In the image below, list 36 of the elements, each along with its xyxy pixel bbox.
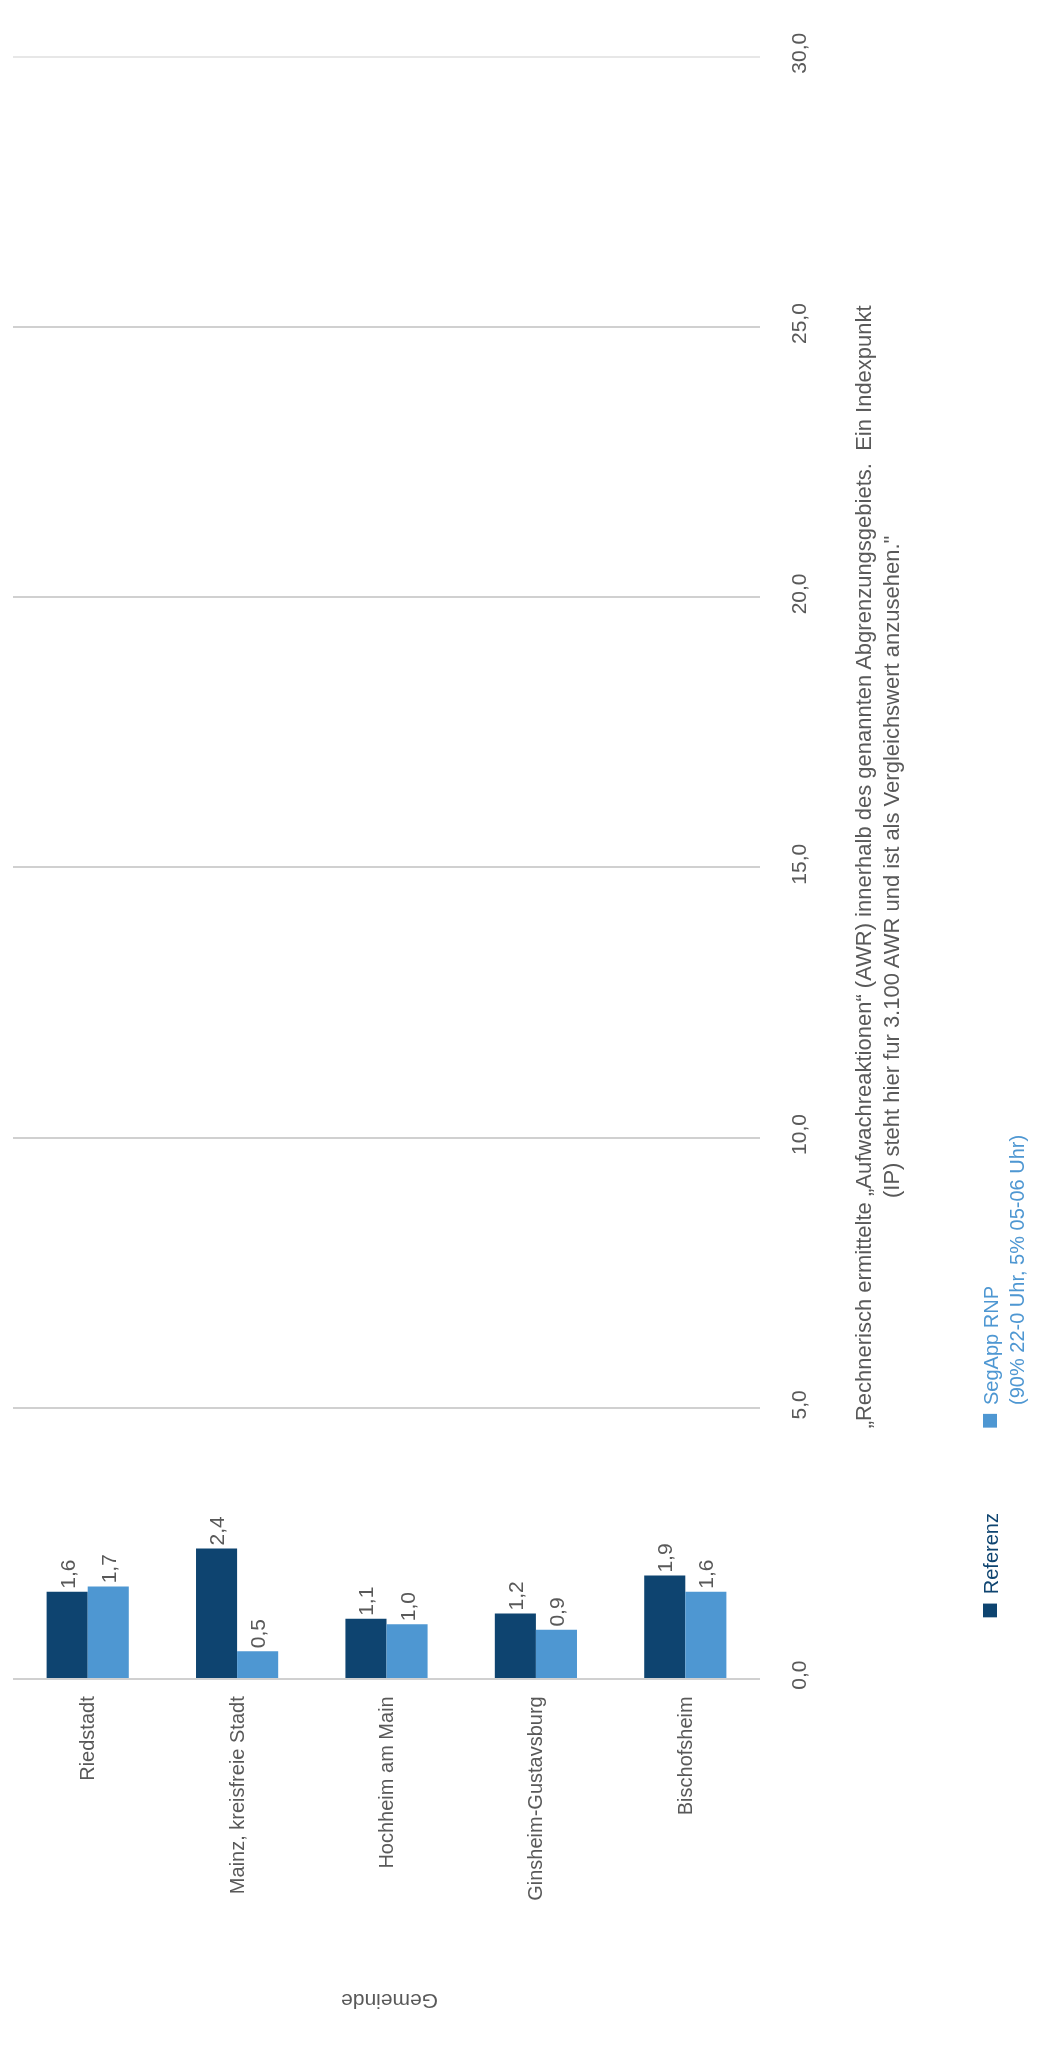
data-label: 1,1 bbox=[354, 1586, 378, 1616]
data-label: 2,4 bbox=[205, 1516, 229, 1546]
data-label: 1,0 bbox=[395, 1592, 419, 1622]
data-label: 1,2 bbox=[503, 1581, 527, 1611]
bar bbox=[644, 1575, 686, 1679]
bar bbox=[237, 1651, 279, 1679]
y-axis-title: „Rechnerisch ermittelte „Aufwachreaktionen“ (AWR) innerhalb des genannten Abgrenzungsgebiets. Ein Indexpunkt (IP) steht hier fur 3.100 AWR und ist als Vergleichswert anzusehen." bbox=[850, 305, 905, 1429]
data-label: 1,7 bbox=[96, 1554, 120, 1584]
data-label: 1,6 bbox=[694, 1559, 718, 1589]
bar bbox=[494, 1613, 536, 1679]
y-tick-label: 10,0 bbox=[787, 1114, 810, 1155]
bar bbox=[87, 1586, 129, 1679]
bar bbox=[196, 1548, 238, 1679]
bar bbox=[345, 1618, 387, 1679]
y-tick-label: 15,0 bbox=[787, 843, 810, 885]
x-tick-label: Riedstadt bbox=[76, 1695, 99, 1781]
x-tick-label: Hochheim am Main bbox=[375, 1696, 397, 1869]
data-label: 1,6 bbox=[55, 1559, 79, 1589]
x-tick-label: Bischofsheim bbox=[673, 1696, 696, 1816]
bar bbox=[46, 1591, 88, 1679]
y-tick-label: 20,0 bbox=[787, 573, 810, 615]
y-tick-label: 0,0 bbox=[787, 1660, 810, 1690]
data-label: 1,9 bbox=[653, 1543, 677, 1573]
bar bbox=[386, 1624, 428, 1679]
x-tick-label: Mainz, kreisfreie Stadt bbox=[225, 1695, 248, 1895]
x-axis-title: Gemeinde bbox=[341, 1989, 438, 2013]
x-tick-label: Ginsheim-Gustavsburg bbox=[524, 1696, 547, 1901]
text: SegApp RNP (90% 22-0 Uhr, 5% 05-06 Uhr) bbox=[980, 1134, 1029, 1405]
bar bbox=[535, 1629, 577, 1679]
y-tick-label: 25,0 bbox=[787, 303, 810, 345]
data-label: 0,5 bbox=[246, 1619, 270, 1649]
y-tick-label: 30,0 bbox=[787, 32, 810, 74]
text: Referenz bbox=[979, 1513, 1002, 1595]
bar bbox=[685, 1591, 727, 1679]
y-tick-label: 5,0 bbox=[787, 1390, 810, 1420]
data-label: 0,9 bbox=[544, 1597, 568, 1627]
